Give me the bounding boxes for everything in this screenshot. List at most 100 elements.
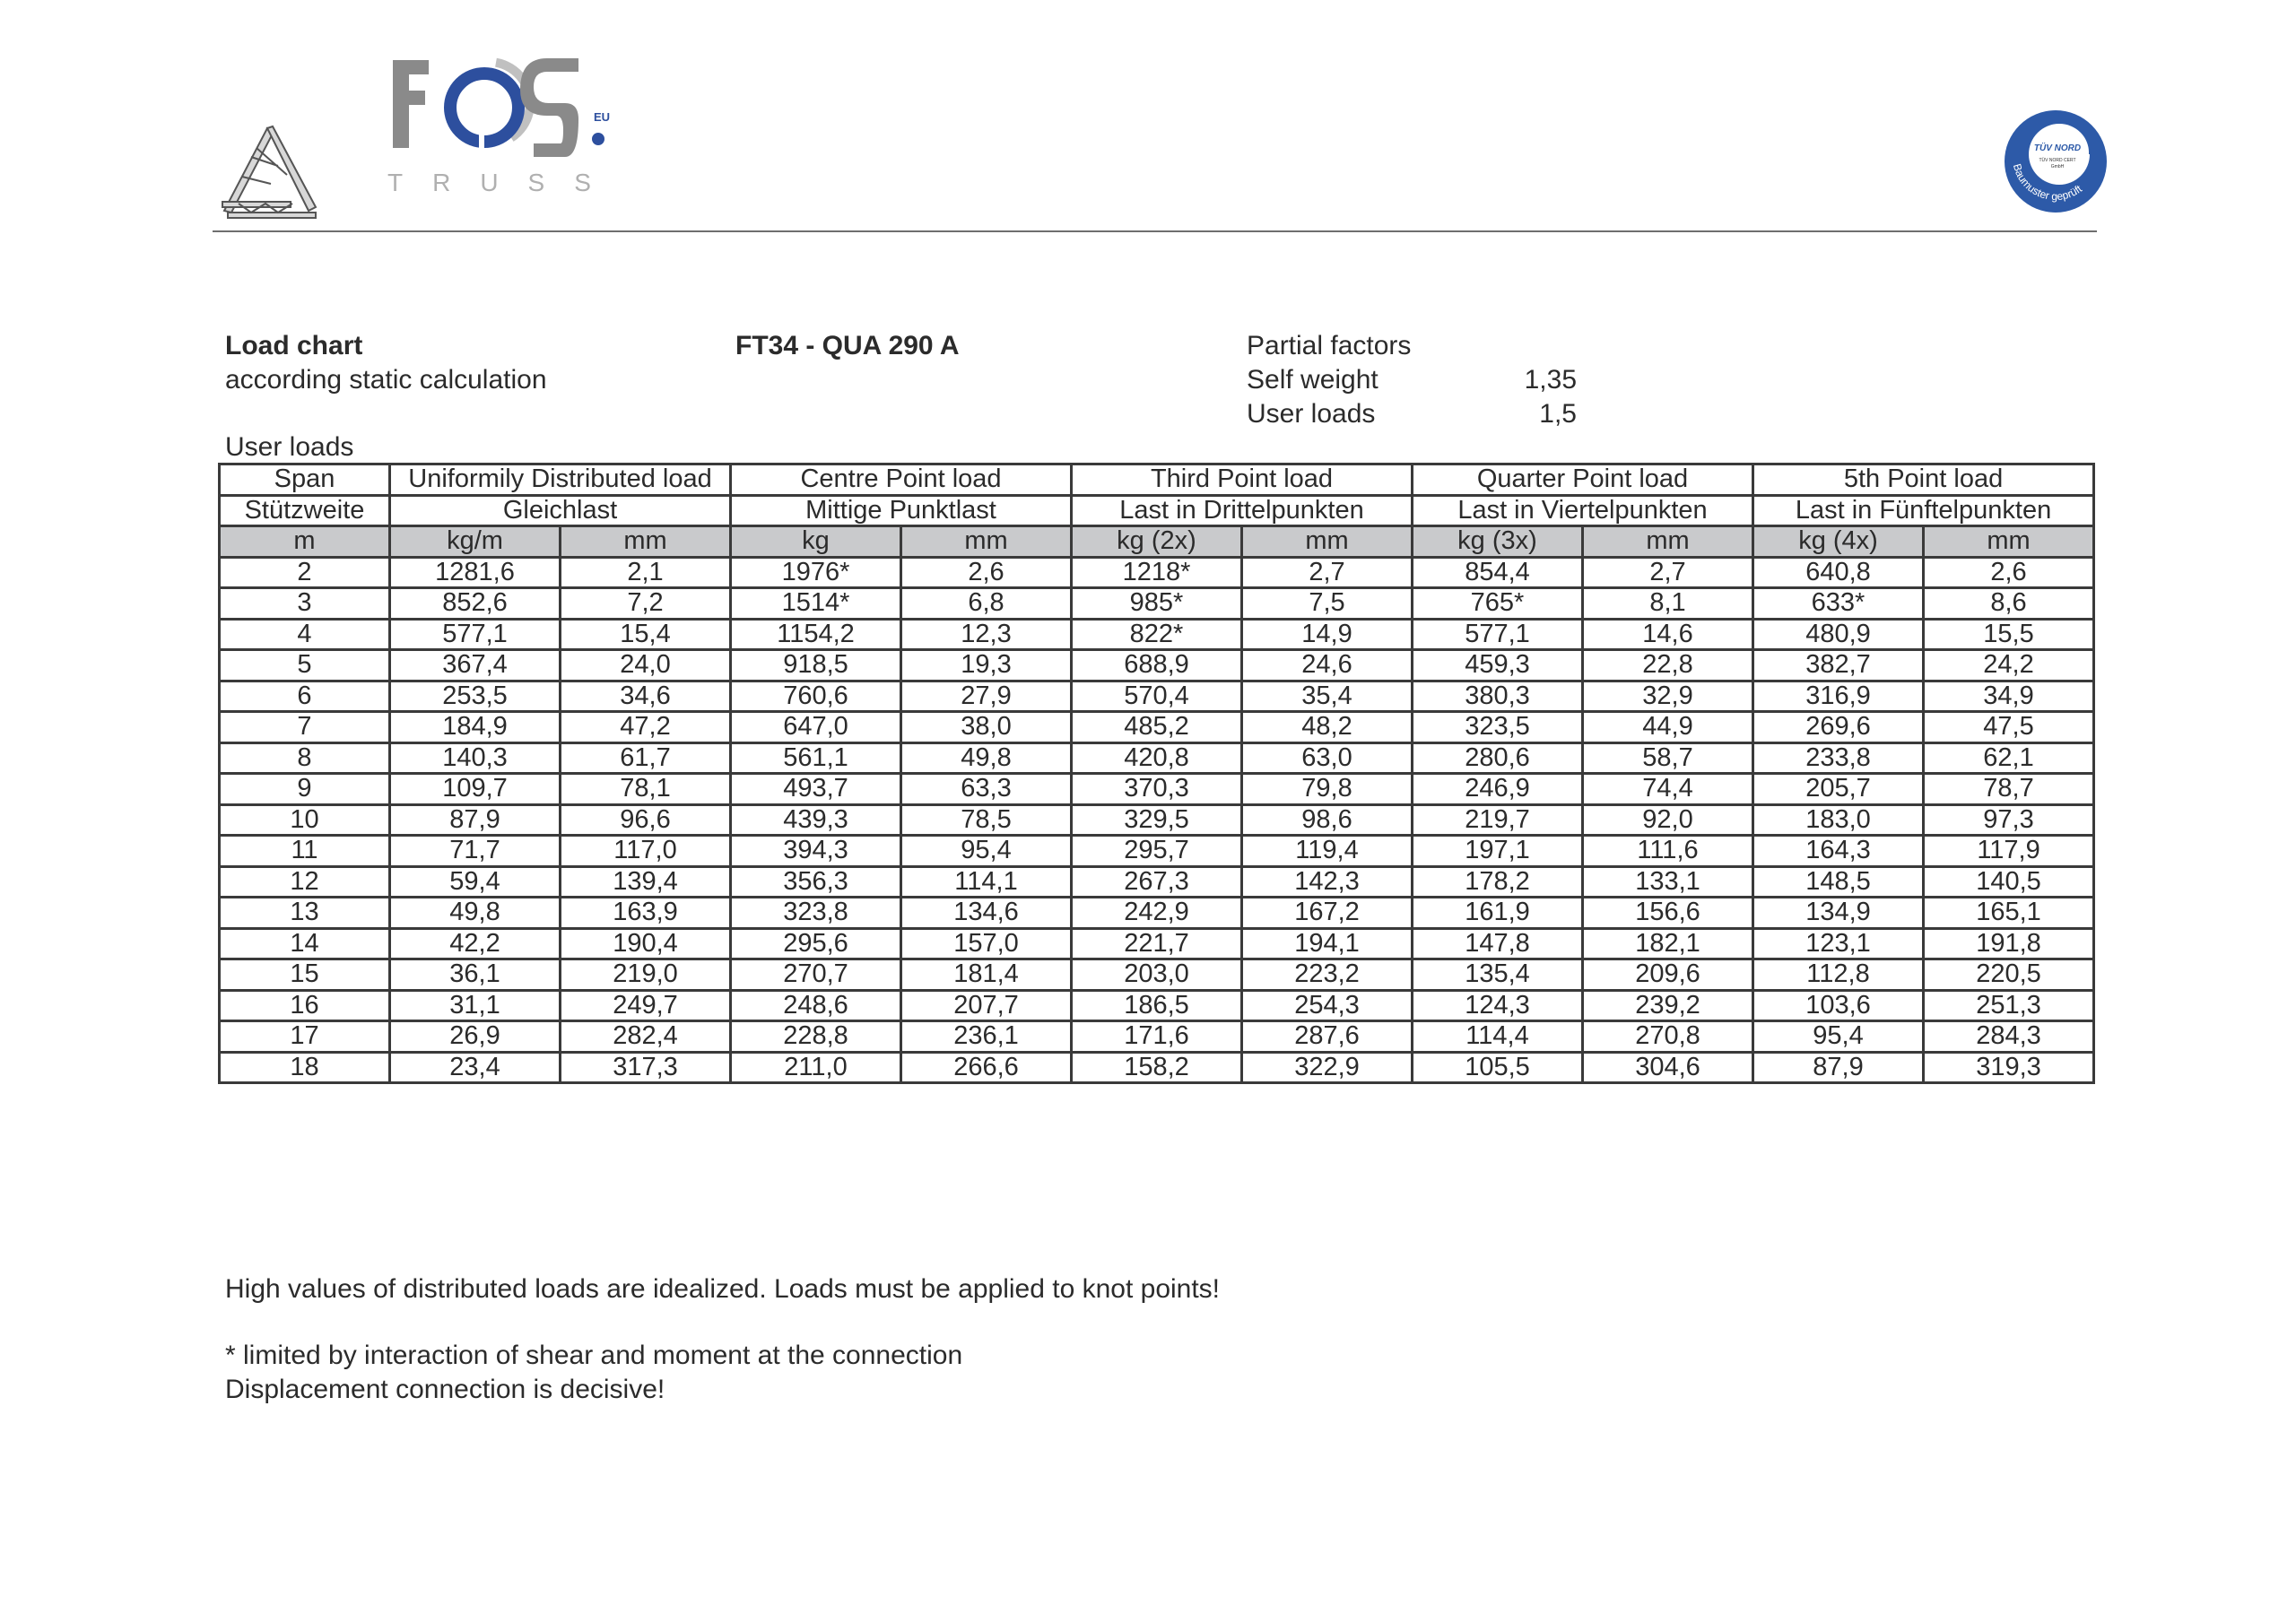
table-row: 16 31,1 249,7 248,6 207,7 186,5 254,3 124,3 239,… <box>218 988 2096 1022</box>
value-cell: 439,3 <box>729 803 902 837</box>
value-cell: 246,9 <box>1411 772 1584 806</box>
value-cell: 49,8 <box>900 741 1073 775</box>
unit-cell: mm <box>1240 525 1413 559</box>
value-cell: 266,6 <box>900 1050 1073 1084</box>
value-cell: 221,7 <box>1070 926 1243 960</box>
value-cell: 219,7 <box>1411 803 1584 837</box>
span-cell: 10 <box>218 803 391 837</box>
table-row: 3 852,6 7,2 1514* 6,8 985* 7,5 765* 8,1 633* 8,6 <box>218 586 2096 621</box>
value-cell: 323,5 <box>1411 710 1584 744</box>
value-cell: 493,7 <box>729 772 902 806</box>
value-cell: 140,3 <box>388 741 561 775</box>
value-cell: 329,5 <box>1070 803 1243 837</box>
value-cell: 6,8 <box>900 586 1073 621</box>
value-cell: 78,5 <box>900 803 1073 837</box>
header-centre-de: Mittige Punktlast <box>729 493 1073 527</box>
header-udl: Uniformily Distributed load <box>388 463 732 497</box>
value-cell: 688,9 <box>1070 648 1243 682</box>
value-cell: 32,9 <box>1580 679 1755 713</box>
header-divider <box>213 230 2097 232</box>
value-cell: 139,4 <box>559 864 732 898</box>
header-fifth-de: Last in Fünftelpunkten <box>1752 493 2096 527</box>
factor-user-loads-label: User loads <box>1247 399 1376 429</box>
value-cell: 48,2 <box>1240 710 1413 744</box>
chart-title: Load chart <box>225 331 363 360</box>
span-cell: 8 <box>218 741 391 775</box>
table-row: 17 26,9 282,4 228,8 236,1 171,6 287,6 114,4 270,… <box>218 1020 2096 1054</box>
value-cell: 79,8 <box>1240 772 1413 806</box>
value-cell: 161,9 <box>1411 896 1584 930</box>
span-cell: 7 <box>218 710 391 744</box>
load-table: Span Uniformily Distributed load Centre … <box>218 463 2096 1084</box>
value-cell: 47,5 <box>1922 710 2096 744</box>
span-cell: 11 <box>218 834 391 868</box>
value-cell: 22,8 <box>1580 648 1755 682</box>
header-centre: Centre Point load <box>729 463 1073 497</box>
value-cell: 251,3 <box>1922 988 2096 1022</box>
value-cell: 133,1 <box>1580 864 1755 898</box>
span-cell: 9 <box>218 772 391 806</box>
value-cell: 44,9 <box>1580 710 1755 744</box>
value-cell: 156,6 <box>1580 896 1755 930</box>
value-cell: 95,4 <box>1752 1020 1926 1054</box>
table-row: 12 59,4 139,4 356,3 114,1 267,3 142,3 178,2 133,… <box>218 864 2096 898</box>
span-cell: 16 <box>218 988 391 1022</box>
value-cell: 190,4 <box>559 926 732 960</box>
unit-cell: kg/m <box>388 525 561 559</box>
value-cell: 158,2 <box>1070 1050 1243 1084</box>
note-limited: * limited by interaction of shear and mo… <box>225 1341 963 1370</box>
value-cell: 14,9 <box>1240 617 1413 651</box>
table-row: 11 71,7 117,0 394,3 95,4 295,7 119,4 197,1 111,6… <box>218 834 2096 868</box>
value-cell: 223,2 <box>1240 958 1413 992</box>
value-cell: 36,1 <box>388 958 561 992</box>
table-row: 8 140,3 61,7 561,1 49,8 420,8 63,0 280,6 58,7 233… <box>218 741 2096 775</box>
product-name: FT34 - QUA 290 A <box>735 331 960 360</box>
value-cell: 24,6 <box>1240 648 1413 682</box>
value-cell: 87,9 <box>388 803 561 837</box>
value-cell: 203,0 <box>1070 958 1243 992</box>
value-cell: 640,8 <box>1752 555 1926 589</box>
value-cell: 42,2 <box>388 926 561 960</box>
value-cell: 211,0 <box>729 1050 902 1084</box>
value-cell: 2,6 <box>1922 555 2096 589</box>
value-cell: 15,4 <box>559 617 732 651</box>
value-cell: 97,3 <box>1922 803 2096 837</box>
span-cell: 3 <box>218 586 391 621</box>
table-row: 4 577,1 15,4 1154,2 12,3 822* 14,9 577,1 14,6 480… <box>218 617 2096 651</box>
units-row: m kg/m mm kg mm kg (2x) mm kg (3x) mm kg (4x) mm <box>218 525 2096 559</box>
value-cell: 760,6 <box>729 679 902 713</box>
value-cell: 184,9 <box>388 710 561 744</box>
value-cell: 270,7 <box>729 958 902 992</box>
value-cell: 295,7 <box>1070 834 1243 868</box>
value-cell: 561,1 <box>729 741 902 775</box>
unit-cell: kg (3x) <box>1411 525 1584 559</box>
factor-user-loads-value: 1,5 <box>1539 399 1577 429</box>
value-cell: 319,3 <box>1922 1050 2096 1084</box>
value-cell: 98,6 <box>1240 803 1413 837</box>
value-cell: 38,0 <box>900 710 1073 744</box>
value-cell: 31,1 <box>388 988 561 1022</box>
value-cell: 209,6 <box>1580 958 1755 992</box>
value-cell: 219,0 <box>559 958 732 992</box>
value-cell: 205,7 <box>1752 772 1926 806</box>
value-cell: 23,4 <box>388 1050 561 1084</box>
value-cell: 117,0 <box>559 834 732 868</box>
value-cell: 485,2 <box>1070 710 1243 744</box>
value-cell: 356,3 <box>729 864 902 898</box>
table-row: 15 36,1 219,0 270,7 181,4 203,0 223,2 135,4 209,… <box>218 958 2096 992</box>
value-cell: 63,3 <box>900 772 1073 806</box>
value-cell: 2,7 <box>1240 555 1413 589</box>
value-cell: 852,6 <box>388 586 561 621</box>
value-cell: 24,2 <box>1922 648 2096 682</box>
value-cell: 8,1 <box>1580 586 1755 621</box>
value-cell: 254,3 <box>1240 988 1413 1022</box>
value-cell: 233,8 <box>1752 741 1926 775</box>
value-cell: 577,1 <box>1411 617 1584 651</box>
value-cell: 165,1 <box>1922 896 2096 930</box>
unit-cell: kg <box>729 525 902 559</box>
span-cell: 18 <box>218 1050 391 1084</box>
value-cell: 394,3 <box>729 834 902 868</box>
value-cell: 163,9 <box>559 896 732 930</box>
value-cell: 71,7 <box>388 834 561 868</box>
value-cell: 269,6 <box>1752 710 1926 744</box>
